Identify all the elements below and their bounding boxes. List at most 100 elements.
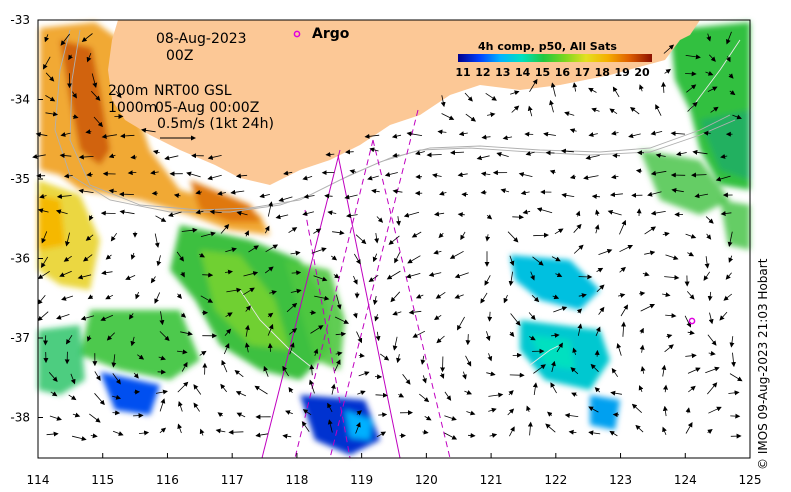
current-vector bbox=[609, 430, 618, 437]
current-vector bbox=[444, 391, 452, 401]
current-vector bbox=[355, 421, 361, 434]
current-vector bbox=[422, 375, 427, 384]
current-vector bbox=[419, 393, 430, 403]
current-vector bbox=[288, 227, 298, 233]
current-vector bbox=[555, 272, 563, 277]
current-vector bbox=[72, 435, 87, 441]
current-vector bbox=[290, 250, 301, 256]
current-vector bbox=[729, 373, 743, 382]
current-vector bbox=[655, 153, 666, 158]
current-vector bbox=[86, 52, 92, 63]
lat-tick-label: -33 bbox=[10, 13, 30, 27]
current-vector bbox=[40, 256, 49, 269]
current-vector bbox=[460, 231, 466, 241]
current-vector bbox=[154, 292, 161, 304]
current-vector bbox=[101, 270, 113, 276]
current-source-label: NRT00 GSL bbox=[154, 83, 232, 99]
current-vector bbox=[684, 315, 691, 328]
current-vector bbox=[502, 135, 513, 141]
current-vector bbox=[422, 429, 429, 435]
current-vector bbox=[313, 228, 322, 234]
current-vector bbox=[330, 383, 336, 395]
current-vector bbox=[525, 150, 535, 156]
current-vector bbox=[193, 402, 200, 412]
current-vector bbox=[462, 371, 467, 380]
current-vector bbox=[426, 152, 442, 158]
current-vector bbox=[200, 231, 216, 237]
current-vector bbox=[650, 210, 666, 216]
current-vector bbox=[728, 73, 734, 79]
current-vector bbox=[440, 95, 446, 108]
current-vector bbox=[108, 188, 117, 194]
current-vector bbox=[709, 54, 716, 62]
colorbar-tick-label: 13 bbox=[495, 66, 510, 79]
current-vector bbox=[572, 82, 578, 92]
current-vector bbox=[486, 214, 493, 220]
current-vector bbox=[568, 429, 577, 435]
current-vector bbox=[89, 215, 94, 221]
current-vector bbox=[705, 70, 714, 76]
current-vector bbox=[560, 148, 574, 154]
current-vector bbox=[336, 294, 342, 310]
current-vector bbox=[344, 194, 358, 200]
current-vector bbox=[311, 247, 327, 254]
current-vector bbox=[154, 233, 160, 248]
current-vector bbox=[32, 153, 46, 159]
current-vector bbox=[112, 373, 121, 385]
current-vector bbox=[372, 295, 378, 306]
current-vector bbox=[465, 355, 472, 367]
current-vector bbox=[687, 101, 698, 112]
colorbar-tick-label: 12 bbox=[475, 66, 490, 79]
current-vector bbox=[45, 72, 55, 82]
current-vector bbox=[529, 335, 536, 341]
current-vector bbox=[619, 245, 633, 253]
current-vector bbox=[639, 327, 644, 334]
current-vector bbox=[106, 332, 115, 341]
current-vector bbox=[245, 305, 251, 312]
current-vector bbox=[367, 175, 379, 181]
current-vector bbox=[37, 311, 49, 322]
current-vector bbox=[207, 174, 222, 181]
current-vector bbox=[90, 433, 98, 439]
current-vector bbox=[650, 130, 663, 136]
current-vector bbox=[386, 270, 401, 280]
current-vector bbox=[141, 127, 156, 133]
current-vector bbox=[489, 433, 498, 438]
current-vector bbox=[168, 211, 182, 217]
current-vector bbox=[282, 433, 292, 439]
current-vector bbox=[420, 355, 426, 365]
current-vector bbox=[267, 312, 274, 318]
current-vector bbox=[692, 149, 708, 155]
current-vector bbox=[707, 86, 718, 92]
current-vector bbox=[564, 111, 575, 117]
current-vector bbox=[685, 54, 701, 60]
current-vector bbox=[575, 210, 581, 217]
current-vector bbox=[176, 293, 182, 299]
current-vector bbox=[243, 271, 259, 277]
current-vector bbox=[65, 232, 70, 247]
current-vector bbox=[588, 406, 599, 413]
current-vector bbox=[715, 175, 731, 182]
current-vector bbox=[369, 147, 379, 153]
current-vector bbox=[664, 275, 680, 281]
current-vector bbox=[349, 169, 357, 175]
current-vector bbox=[159, 311, 165, 326]
current-vector bbox=[619, 266, 626, 273]
current-vector bbox=[552, 294, 560, 300]
current-vector bbox=[186, 171, 201, 178]
current-vector bbox=[285, 410, 293, 415]
current-vector bbox=[644, 226, 657, 235]
current-vector bbox=[355, 234, 367, 245]
current-vector bbox=[619, 219, 627, 235]
current-vector bbox=[703, 130, 711, 136]
current-vector bbox=[591, 107, 600, 113]
current-vector bbox=[508, 271, 514, 287]
current-vector bbox=[327, 419, 333, 433]
current-vector bbox=[91, 90, 101, 101]
current-vector bbox=[392, 336, 398, 351]
lat-tick-label: -38 bbox=[10, 411, 30, 425]
current-vector bbox=[199, 350, 207, 356]
lat-tick-label: -35 bbox=[10, 172, 30, 186]
current-vector bbox=[454, 272, 469, 279]
lon-tick-label: 118 bbox=[285, 473, 308, 487]
